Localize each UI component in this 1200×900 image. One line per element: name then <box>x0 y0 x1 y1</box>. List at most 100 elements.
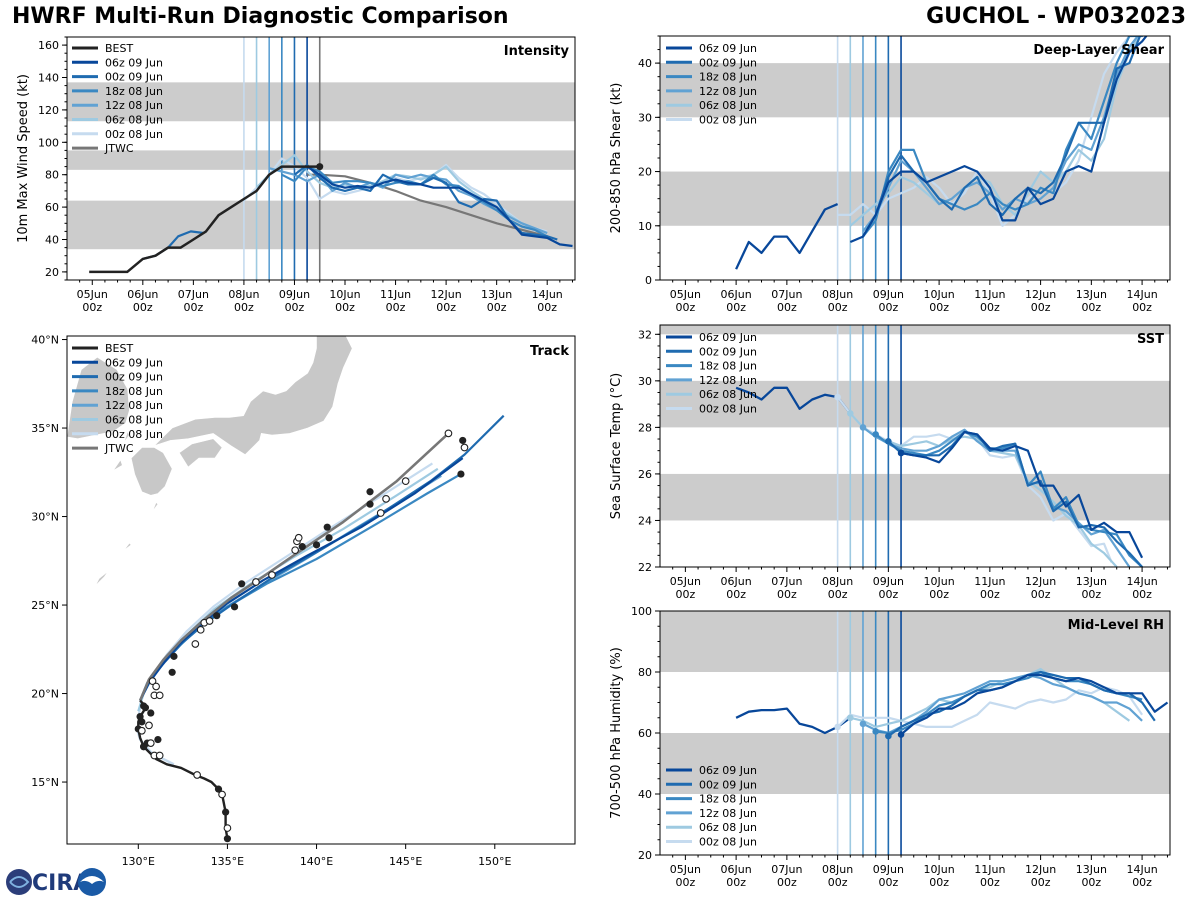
shear-xtick-label-2: 07Jun <box>771 288 802 301</box>
sst-xtick-label-2: 07Jun <box>771 575 802 588</box>
track-open-marker-13 <box>252 578 260 586</box>
track-xtick-label-3: 145°E <box>389 855 422 868</box>
intensity-jtwc-line <box>307 173 548 238</box>
intensity-xtick-sublabel-2: 00z <box>183 301 203 314</box>
sst-xtick-label-5: 10Jun <box>924 575 955 588</box>
shear-xtick-label-3: 08Jun <box>822 288 853 301</box>
sst-xtick-label-0: 05Jun <box>670 575 701 588</box>
track-legend-label-2: 00z 09 Jun <box>105 371 163 384</box>
shear-xtick-label-8: 13Jun <box>1076 288 1107 301</box>
sst-run-start-marker-0 <box>834 393 841 401</box>
intensity-xtick-label-3: 08Jun <box>228 288 259 301</box>
track-open-marker-22 <box>460 443 469 452</box>
track-filled-marker-5 <box>170 652 178 660</box>
intensity-band-2 <box>67 82 575 122</box>
track-filled-marker-7 <box>230 603 239 611</box>
track-open-marker-1 <box>152 682 160 691</box>
rh-series-0 <box>900 673 1169 736</box>
sst-xtick-sublabel-8: 00z <box>1081 588 1101 601</box>
land-shikoku <box>178 438 223 468</box>
shear-legend-label-1: 00z 09 Jun <box>699 56 757 69</box>
rh-xtick-label-1: 06Jun <box>721 863 752 876</box>
sst-ytick-label-5: 32 <box>638 328 652 341</box>
land-tsushima <box>123 430 130 443</box>
shear-series-0 <box>849 36 1148 244</box>
rh-ytick-label-0: 20 <box>638 849 652 862</box>
sst-xtick-label-6: 11Jun <box>974 575 1005 588</box>
rh-xtick-sublabel-9: 00z <box>1132 876 1152 889</box>
shear-xtick-sublabel-2: 00z <box>777 301 797 314</box>
land-goto <box>113 459 123 471</box>
track-legend-label-1: 06z 09 Jun <box>105 356 163 369</box>
rh-xtick-label-3: 08Jun <box>822 863 853 876</box>
track-open-marker-3 <box>155 691 164 700</box>
intensity-band-1 <box>67 150 575 170</box>
track-xtick-label-1: 135°E <box>211 855 244 868</box>
shear-xtick-label-0: 05Jun <box>670 288 701 301</box>
rh-xtick-label-4: 09Jun <box>873 863 904 876</box>
shear-legend-label-2: 18z 08 Jun <box>699 71 757 84</box>
sst-ytick-label-0: 22 <box>638 561 652 574</box>
sst-chart: 22242628303205Jun00z06Jun00z07Jun00z08Ju… <box>609 324 1171 601</box>
shear-legend-label-4: 06z 08 Jun <box>699 99 757 112</box>
shear-xtick-label-4: 09Jun <box>873 288 904 301</box>
track-open-marker-16 <box>294 533 303 542</box>
track-best-filled-marker-0 <box>223 835 232 843</box>
intensity-ytick-label-4: 100 <box>38 136 59 149</box>
sst-xtick-sublabel-0: 00z <box>675 588 695 601</box>
sst-ytick-label-4: 30 <box>638 375 652 388</box>
rh-xtick-sublabel-1: 00z <box>726 876 746 889</box>
sst-series-1 <box>887 430 1143 567</box>
intensity-legend-label-4: 12z 08 Jun <box>105 99 163 112</box>
page-title: HWRF Multi-Run Diagnostic Comparison <box>12 4 509 29</box>
rh-run-start-marker-1 <box>846 714 854 722</box>
sst-xtick-sublabel-2: 00z <box>777 588 797 601</box>
intensity-xtick-sublabel-0: 00z <box>82 301 102 314</box>
track-frame <box>66 335 576 845</box>
track-open-marker-18 <box>376 509 385 517</box>
track-xtick-label-2: 140°E <box>300 855 333 868</box>
land-okinawa <box>95 571 109 586</box>
track-ytick-label-1: 20°N <box>31 688 59 701</box>
sst-band-1 <box>660 380 1170 428</box>
shear-ytick-label-2: 20 <box>638 166 652 179</box>
storm-title: GUCHOL - WP032023 <box>926 4 1186 29</box>
sst-xtick-label-9: 14Jun <box>1126 575 1157 588</box>
track-open-marker-19 <box>382 494 390 503</box>
rh-plot-area <box>660 611 1170 855</box>
shear-xtick-sublabel-0: 00z <box>675 301 695 314</box>
track-open-marker-9 <box>191 640 200 648</box>
track-open-marker-5 <box>145 721 153 730</box>
sst-xtick-sublabel-7: 00z <box>1031 588 1051 601</box>
shear-series-4 <box>849 36 1141 227</box>
shear-xtick-sublabel-5: 00z <box>929 301 949 314</box>
land-hokkaido <box>320 330 370 333</box>
intensity-ytick-label-6: 140 <box>38 72 59 85</box>
intensity-best-line <box>89 165 320 274</box>
shear-ylabel: 200-850 hPa Shear (kt) <box>609 83 624 234</box>
rh-title: Mid-Level RH <box>1068 618 1164 633</box>
intensity-band-0 <box>67 200 575 250</box>
track-open-marker-6 <box>146 739 155 747</box>
sst-xtick-sublabel-4: 00z <box>878 588 898 601</box>
track-xtick-label-4: 150°E <box>478 855 511 868</box>
intensity-ytick-label-5: 120 <box>38 104 59 117</box>
track-filled-marker-13 <box>366 500 374 508</box>
intensity-xtick-sublabel-8: 00z <box>487 301 507 314</box>
cira-logo: CIRA <box>6 868 106 896</box>
track-filled-marker-10 <box>312 541 321 549</box>
cira-globe-icon <box>6 869 32 895</box>
sst-band-0 <box>660 473 1170 521</box>
rh-xtick-label-9: 14Jun <box>1126 863 1157 876</box>
track-legend-label-0: BEST <box>105 342 133 355</box>
sst-run-start-marker-3 <box>872 431 879 438</box>
intensity-ytick-label-2: 60 <box>45 201 59 214</box>
sst-run-start-marker-1 <box>846 410 854 417</box>
rh-band-1 <box>660 611 1170 672</box>
sst-run-start-marker-2 <box>859 424 867 431</box>
track-ytick-label-3: 30°N <box>31 511 59 524</box>
track-xtick-label-0: 130°E <box>122 855 155 868</box>
land-honshu <box>154 336 353 455</box>
track-best-filled-marker-2 <box>214 785 223 793</box>
track-series-3 <box>139 474 442 702</box>
